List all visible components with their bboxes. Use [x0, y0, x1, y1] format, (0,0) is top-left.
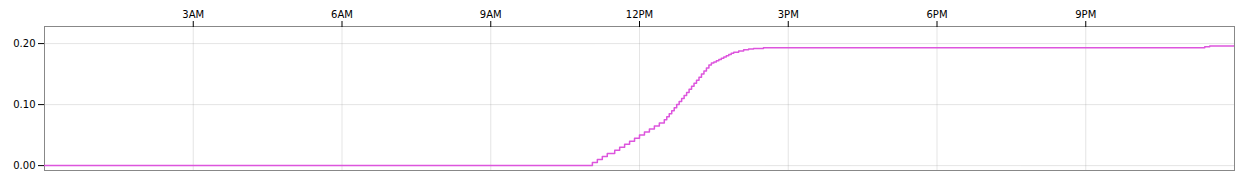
svg-text:9AM: 9AM — [480, 9, 502, 20]
svg-text:3PM: 3PM — [778, 9, 799, 20]
svg-text:0.10: 0.10 — [13, 99, 35, 110]
svg-text:6AM: 6AM — [331, 9, 353, 20]
svg-text:6PM: 6PM — [926, 9, 947, 20]
svg-text:0.00: 0.00 — [13, 160, 35, 171]
svg-text:3AM: 3AM — [182, 9, 204, 20]
svg-text:0.20: 0.20 — [13, 38, 35, 49]
svg-text:12PM: 12PM — [626, 9, 653, 20]
svg-text:9PM: 9PM — [1075, 9, 1096, 20]
